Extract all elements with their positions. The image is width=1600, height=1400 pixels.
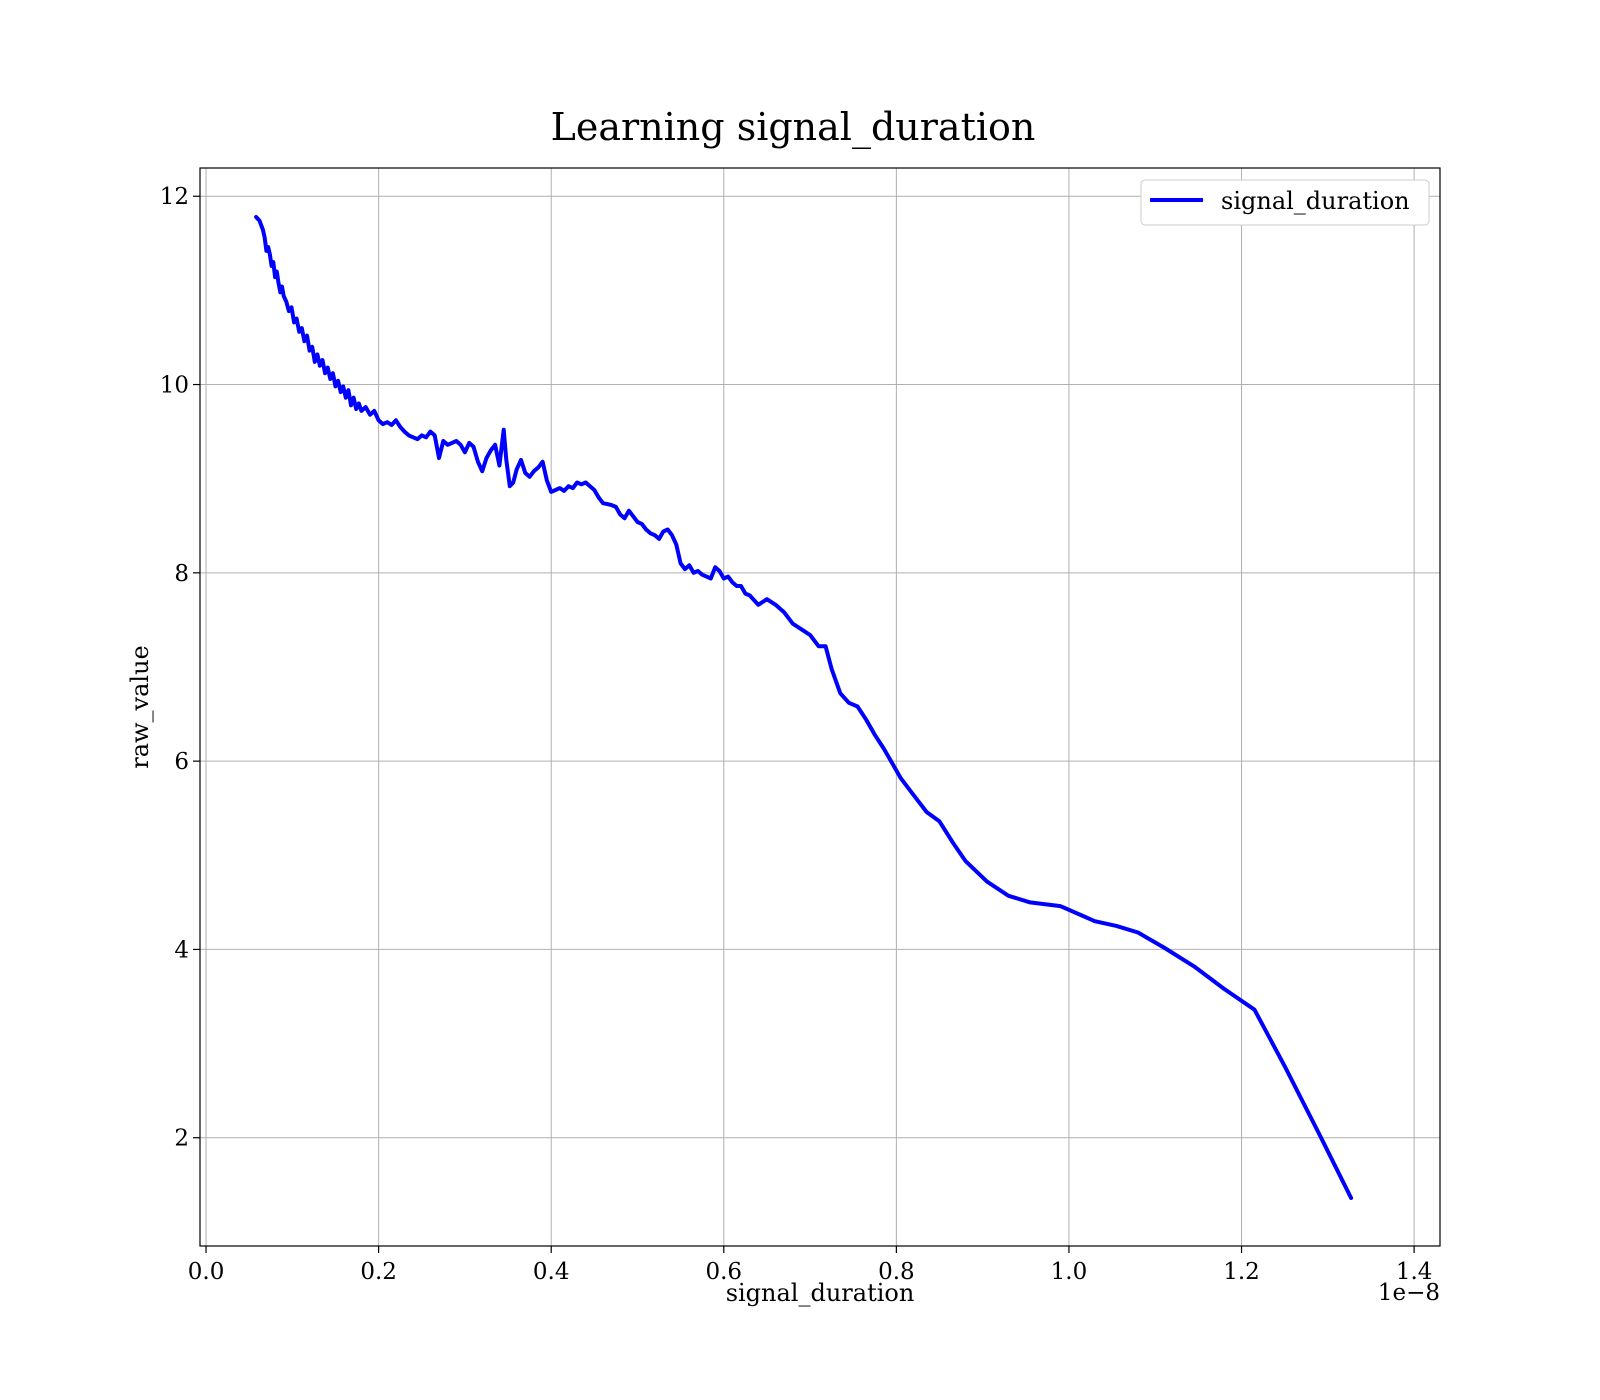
x-axis-offset-label: 1e−8 (1378, 1280, 1440, 1306)
x-tick-label: 0.8 (878, 1259, 915, 1285)
grid-lines (200, 168, 1440, 1246)
x-axis-label: signal_duration (726, 1279, 915, 1307)
x-tick-label: 0.6 (705, 1259, 742, 1285)
legend: signal_duration (1140, 179, 1430, 226)
plot-frame (199, 167, 1441, 1247)
plot-area (254, 215, 1354, 1200)
x-tick-label: 1.4 (1396, 1259, 1433, 1285)
y-axis-ticks: 2 4 6 8 10 12 (160, 184, 200, 1152)
chart-title: Learning signal_duration (551, 105, 1036, 150)
y-tick-label: 4 (174, 937, 189, 963)
series-line-signal_duration (254, 215, 1354, 1200)
x-tick-label: 1.0 (1051, 1259, 1088, 1285)
x-tick-label: 1.2 (1223, 1259, 1260, 1285)
y-tick-label: 6 (174, 749, 189, 775)
y-tick-label: 2 (174, 1126, 189, 1152)
y-axis-label: raw_value (126, 645, 154, 769)
y-tick-label: 10 (160, 373, 189, 399)
x-tick-label: 0.2 (360, 1259, 397, 1285)
y-tick-label: 12 (160, 184, 189, 210)
legend-box (1140, 179, 1430, 226)
x-tick-label: 0.0 (188, 1259, 225, 1285)
y-tick-label: 8 (174, 561, 189, 587)
x-axis-ticks: 0.0 0.2 0.4 0.6 0.8 1.0 1.2 1.4 (188, 1246, 1433, 1285)
legend-label: signal_duration (1221, 187, 1410, 215)
x-tick-label: 0.4 (533, 1259, 570, 1285)
